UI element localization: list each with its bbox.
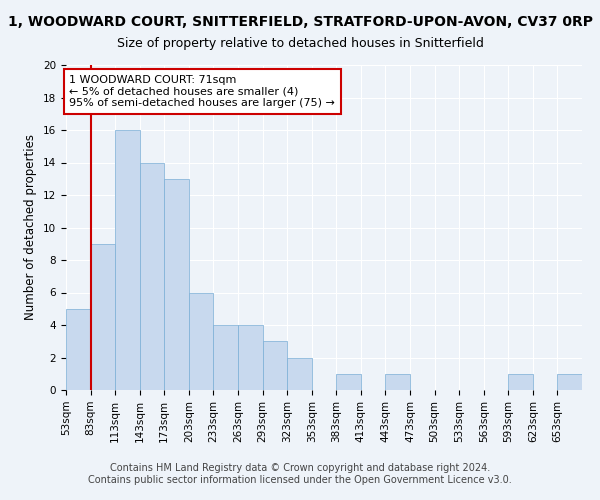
Bar [385,374,410,390]
Text: Contains HM Land Registry data © Crown copyright and database right 2024.
Contai: Contains HM Land Registry data © Crown c… [88,464,512,485]
Bar [508,374,533,390]
Text: 1, WOODWARD COURT, SNITTERFIELD, STRATFORD-UPON-AVON, CV37 0RP: 1, WOODWARD COURT, SNITTERFIELD, STRATFO… [7,15,593,29]
Bar [287,358,312,390]
Bar [238,325,263,390]
Y-axis label: Number of detached properties: Number of detached properties [25,134,37,320]
Bar [263,341,287,390]
Bar [140,162,164,390]
Bar [336,374,361,390]
Bar [214,325,238,390]
Bar [66,308,91,390]
Bar [189,292,214,390]
Bar [91,244,115,390]
Text: Size of property relative to detached houses in Snitterfield: Size of property relative to detached ho… [116,38,484,51]
Text: 1 WOODWARD COURT: 71sqm
← 5% of detached houses are smaller (4)
95% of semi-deta: 1 WOODWARD COURT: 71sqm ← 5% of detached… [69,74,335,108]
Bar [115,130,140,390]
Bar [557,374,582,390]
Bar [164,179,189,390]
